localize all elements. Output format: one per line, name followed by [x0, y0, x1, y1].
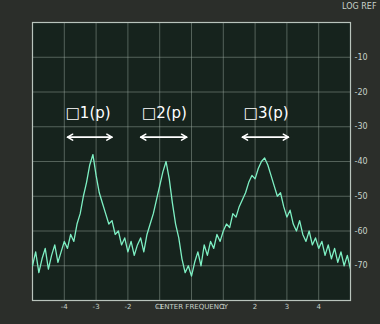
- svg-text:-60: -60: [355, 227, 368, 236]
- svg-text:□1(p): □1(p): [66, 104, 111, 122]
- svg-text:-10: -10: [355, 53, 368, 62]
- svg-text:□3(p): □3(p): [244, 104, 289, 122]
- svg-text:3: 3: [285, 303, 289, 311]
- svg-text:-40: -40: [355, 157, 368, 166]
- svg-text:LOG REF: LOG REF: [342, 2, 377, 11]
- svg-text:2: 2: [253, 303, 257, 311]
- svg-text:-4: -4: [61, 303, 69, 311]
- svg-text:4: 4: [316, 303, 321, 311]
- svg-text:1: 1: [221, 303, 225, 311]
- svg-text:-2: -2: [124, 303, 131, 311]
- svg-text:-70: -70: [355, 261, 368, 270]
- svg-text:CENTER FREQUENCY: CENTER FREQUENCY: [155, 303, 229, 311]
- svg-text:-20: -20: [355, 88, 368, 97]
- svg-text:-3: -3: [93, 303, 100, 311]
- svg-text:□2(p): □2(p): [142, 104, 187, 122]
- svg-text:-50: -50: [355, 192, 368, 201]
- svg-text:-30: -30: [355, 122, 368, 131]
